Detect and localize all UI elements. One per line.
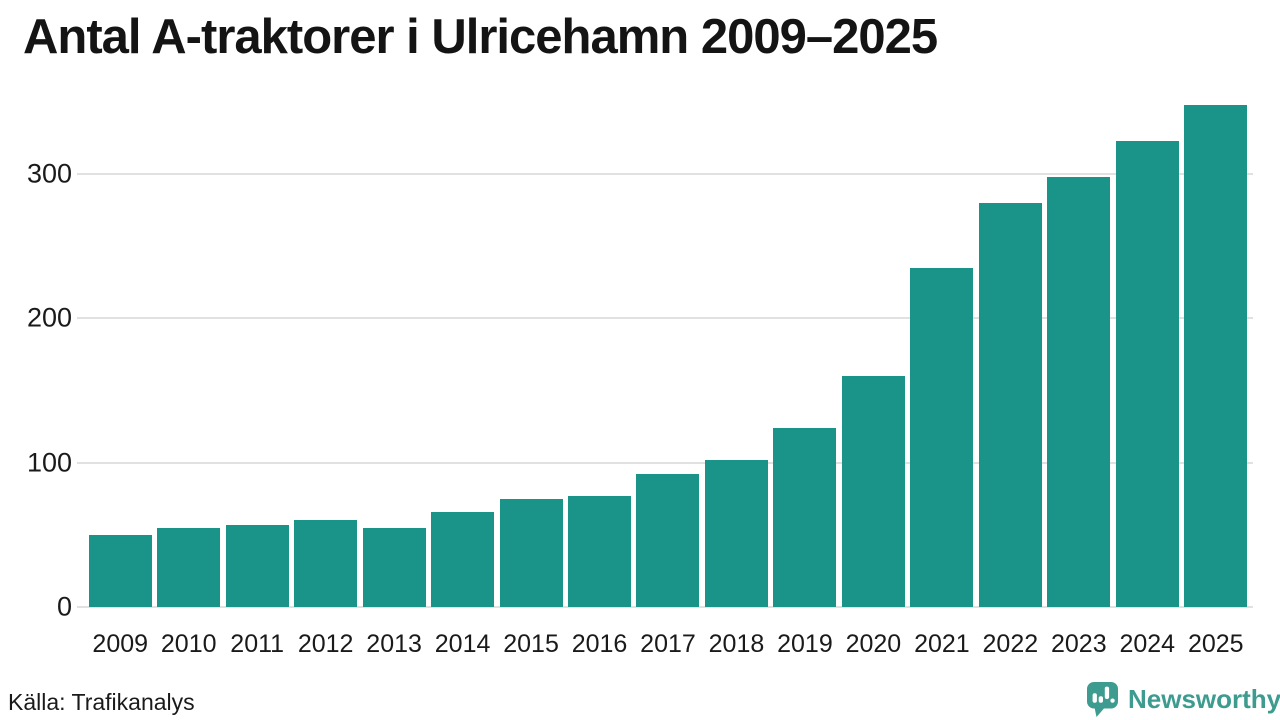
- x-axis-label-2021: 2021: [914, 630, 970, 658]
- bar-2014: [431, 511, 495, 607]
- newsworthy-brand-name: Newsworthy: [1128, 684, 1280, 714]
- x-axis-label-2023: 2023: [1051, 630, 1107, 658]
- bar-2016: [568, 495, 632, 607]
- x-axis-label-2010: 2010: [160, 630, 217, 658]
- bar-2015: [499, 498, 563, 607]
- x-axis-label-2011: 2011: [230, 630, 285, 658]
- source-caption: Källa: Trafikanalys: [8, 689, 195, 715]
- x-axis-label-2012: 2012: [297, 630, 354, 658]
- bar-2025: [1184, 104, 1248, 607]
- y-axis-label-0: 0: [56, 591, 72, 622]
- bar-2022: [978, 203, 1042, 607]
- bar-2011: [225, 524, 289, 607]
- y-gridline-200: [77, 317, 1253, 320]
- x-axis-label-2013: 2013: [366, 630, 422, 658]
- x-axis-label-2024: 2024: [1119, 630, 1176, 658]
- bar-2020: [841, 376, 905, 607]
- y-axis-label-100: 100: [26, 447, 72, 478]
- newsworthy-logo-icon: [1086, 681, 1119, 718]
- bar-2013: [362, 527, 426, 607]
- x-axis-label-2014: 2014: [434, 630, 491, 658]
- x-axis-label-2018: 2018: [708, 630, 765, 658]
- x-axis-label-2017: 2017: [640, 630, 696, 658]
- bar-2018: [704, 459, 768, 607]
- bar-2012: [294, 520, 358, 607]
- y-gridline-300: [77, 173, 1253, 176]
- x-axis-label-2016: 2016: [571, 630, 628, 658]
- bar-2010: [157, 527, 221, 607]
- y-axis-label-200: 200: [26, 302, 72, 333]
- chart-title: Antal A-traktorer i Ulricehamn 2009–2025: [23, 10, 938, 64]
- bar-2024: [1115, 140, 1179, 607]
- y-gridline-100: [77, 461, 1253, 464]
- newsworthy-brand-link[interactable]: Newsworthy: [1086, 681, 1280, 718]
- bar-2019: [773, 428, 837, 607]
- x-axis-label-2020: 2020: [845, 630, 902, 658]
- x-axis-label-2025: 2025: [1187, 630, 1244, 658]
- y-gridline-0: [77, 606, 1253, 608]
- bar-2017: [636, 474, 700, 607]
- y-axis-label-300: 300: [26, 158, 72, 189]
- bar-2009: [88, 534, 152, 607]
- bar-2021: [910, 267, 974, 607]
- x-axis-label-2009: 2009: [92, 630, 149, 658]
- x-axis-label-2019: 2019: [777, 630, 833, 658]
- x-axis-label-2022: 2022: [982, 630, 1039, 658]
- x-axis-label-2015: 2015: [503, 630, 559, 658]
- bar-2023: [1047, 177, 1111, 607]
